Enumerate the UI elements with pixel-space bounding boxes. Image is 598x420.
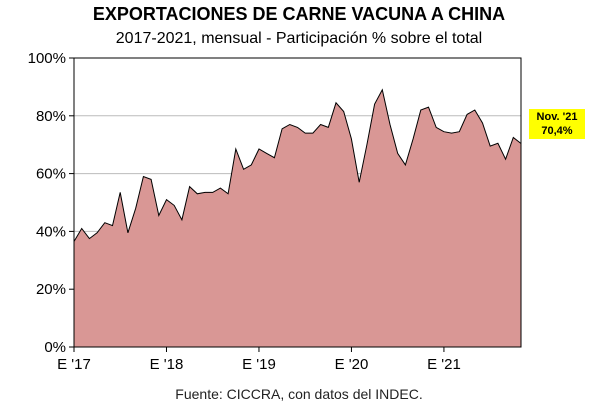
callout-value: 70,4% xyxy=(541,125,573,137)
chart-subtitle: 2017-2021, mensual - Participación % sob… xyxy=(115,30,483,47)
y-tick-label: 40% xyxy=(36,223,66,240)
x-axis: E '17 E '18 E '19 E '20 E '21 xyxy=(57,347,461,373)
area-series xyxy=(74,89,521,348)
y-axis: 0% 20% 40% 60% 80% 100% xyxy=(28,50,74,356)
last-value-callout: Nov. '21 70,4% xyxy=(529,109,585,139)
y-tick-label: 0% xyxy=(44,339,66,356)
plot-border xyxy=(73,57,522,348)
y-tick-label: 100% xyxy=(28,50,66,67)
y-tick-label: 60% xyxy=(36,166,66,183)
chart-title: EXPORTACIONES DE CARNE VACUNA A CHINA xyxy=(92,4,506,24)
y-tick-label: 20% xyxy=(36,281,66,298)
series-line xyxy=(73,88,522,242)
callout-date: Nov. '21 xyxy=(536,111,578,123)
x-tick-label: E '18 xyxy=(150,356,184,373)
x-tick-label: E '17 xyxy=(57,356,91,373)
x-tick-label: E '20 xyxy=(335,356,369,373)
x-tick-label: E '21 xyxy=(427,356,461,373)
y-tick-label: 80% xyxy=(36,108,66,125)
x-tick-label: E '19 xyxy=(242,356,276,373)
source-note: Fuente: CICCRA, con datos del INDEC. xyxy=(175,386,423,402)
